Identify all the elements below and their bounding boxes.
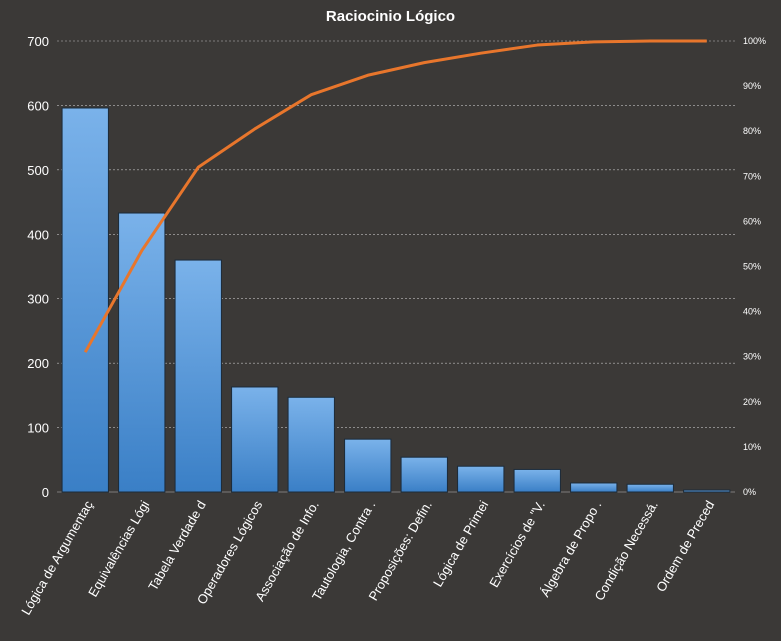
bar <box>457 465 505 493</box>
x-tick-label: Tabela Verdade d <box>145 498 209 593</box>
y-tick-label: 600 <box>27 98 49 113</box>
y2-tick-label: 70% <box>743 171 761 181</box>
gridlines <box>57 40 735 493</box>
bar <box>287 396 335 493</box>
bar <box>570 482 618 493</box>
y-tick-label: 400 <box>27 227 49 242</box>
y2-tick-label: 10% <box>743 442 761 452</box>
y2-tick-label: 60% <box>743 216 761 226</box>
chart-title: Raciocinio Lógico <box>325 8 456 25</box>
y-tick-label: 0 <box>42 485 49 500</box>
x-tick-label: Condição Necessá. <box>591 498 660 603</box>
bar <box>683 489 731 493</box>
x-tick-label: Equivalências Lógi <box>85 498 152 599</box>
y-axis-right: 0% 10% 20% 30% 40% 50% 60% 70% 80% 90% 100% <box>743 36 766 497</box>
cumulative-line-series <box>83 39 707 353</box>
bar <box>513 468 561 493</box>
x-tick-label: Proposições: Defin. <box>365 498 434 603</box>
y-tick-label: 200 <box>27 356 49 371</box>
x-tick-label: Associação de Info. <box>252 498 322 604</box>
bar <box>344 438 392 493</box>
x-tick-label: Exercícios de "V. <box>486 498 548 590</box>
y2-tick-label: 20% <box>743 397 761 407</box>
bar <box>400 456 448 493</box>
x-tick-label: Álgebra de Propo . <box>537 498 604 599</box>
bar <box>231 386 279 493</box>
x-tick-label: Lógica de Argumentaç <box>18 498 96 618</box>
y-tick-label: 300 <box>27 292 49 307</box>
y2-tick-label: 100% <box>743 36 766 46</box>
y2-tick-label: 40% <box>743 307 761 317</box>
x-tick-label: Ordem de Preced <box>653 498 717 594</box>
y2-tick-label: 90% <box>743 81 761 91</box>
y2-tick-label: 30% <box>743 352 761 362</box>
y-axis-left: 0 100 200 300 400 500 600 700 <box>27 34 49 500</box>
bar-series <box>61 107 731 493</box>
cumulative-line <box>83 39 707 353</box>
y2-tick-label: 50% <box>743 262 761 272</box>
y2-tick-label: 80% <box>743 126 761 136</box>
bar <box>626 483 674 493</box>
y-tick-label: 700 <box>27 34 49 49</box>
y-tick-label: 500 <box>27 163 49 178</box>
x-tick-label: Tautologia, Contra . <box>309 498 378 603</box>
bar <box>118 212 166 493</box>
y2-tick-label: 0% <box>743 487 756 497</box>
bar <box>174 259 222 493</box>
x-tick-label: Lógica de Primei <box>430 498 491 589</box>
bar <box>61 107 109 493</box>
y-tick-label: 100 <box>27 421 49 436</box>
